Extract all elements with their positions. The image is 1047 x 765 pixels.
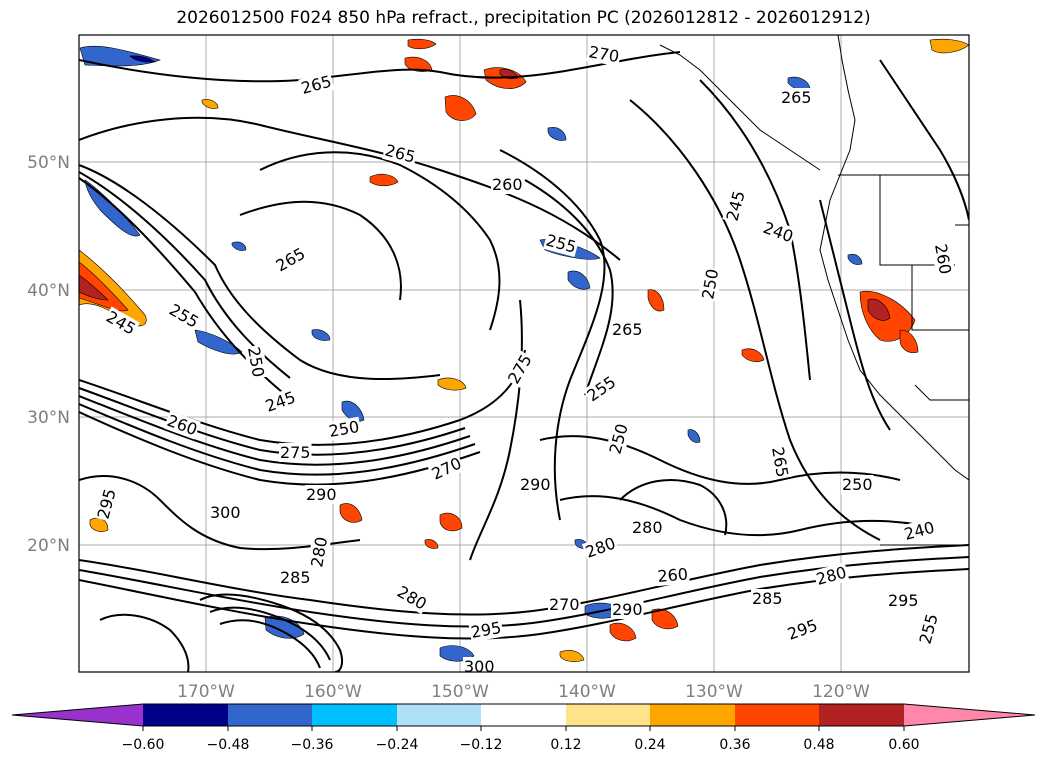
lon-label: 160°W [304, 682, 362, 702]
colorbar-tick-label: −0.24 [376, 737, 419, 753]
contour-label: 260 [657, 564, 689, 586]
lat-label: 30°N [27, 408, 70, 428]
contour-label: 290 [306, 485, 337, 504]
contour-label: 285 [280, 568, 311, 587]
colorbar-tick-label: 0.60 [888, 737, 919, 753]
contour-label: 280 [632, 518, 663, 537]
lon-labels: 170°W 160°W 150°W 140°W 130°W 120°W [177, 682, 870, 702]
contour-label: 300 [210, 503, 241, 522]
colorbar-tick-label: −0.36 [291, 737, 334, 753]
contour-label: 285 [752, 589, 783, 608]
contour-label: 265 [781, 88, 812, 107]
colorbar-tick-label: 0.48 [803, 737, 834, 753]
contour-label: 290 [612, 600, 643, 619]
colorbar-tick-label: 0.12 [550, 737, 581, 753]
colorbar-segment [819, 704, 904, 726]
contour-label: 275 [280, 443, 311, 462]
lat-labels: 50°N 40°N 30°N 20°N [27, 153, 70, 556]
lon-label: 130°W [685, 682, 743, 702]
colorbar-extend-high [904, 704, 1035, 726]
colorbar-segment [228, 704, 312, 726]
colorbar-segment [397, 704, 481, 726]
lon-label: 170°W [177, 682, 235, 702]
lat-label: 40°N [27, 281, 70, 301]
contour-label: 265 [612, 320, 643, 339]
contour-label: 290 [520, 475, 551, 494]
lon-label: 150°W [431, 682, 489, 702]
colorbar-segment [735, 704, 819, 726]
colorbar-segment [143, 704, 228, 726]
colorbar-tick-label: −0.60 [122, 737, 165, 753]
lat-label: 50°N [27, 153, 70, 173]
contour-label: 295 [888, 591, 919, 610]
colorbar-tick-label: −0.48 [207, 737, 250, 753]
contour-label: 270 [549, 595, 580, 614]
colorbar-segment [650, 704, 735, 726]
colorbar: −0.60 −0.48 −0.36 −0.24 −0.12 0.12 0.24 … [11, 703, 1036, 753]
colorbar-tick-label: 0.36 [719, 737, 750, 753]
lon-label: 120°W [812, 682, 870, 702]
lat-label: 20°N [27, 536, 70, 556]
colorbar-segment [566, 704, 650, 726]
colorbar-tick-label: −0.12 [460, 737, 503, 753]
colorbar-segment [312, 704, 397, 726]
colorbar-extend-low [12, 704, 143, 726]
contour-label: 260 [492, 175, 523, 194]
coastlines [659, 35, 969, 546]
map-title: 2026012500 F024 850 hPa refract., precip… [176, 8, 871, 28]
contour-label: 300 [464, 657, 495, 676]
plot-border [78, 34, 970, 673]
colorbar-tick-label: 0.24 [634, 737, 665, 753]
lon-label: 140°W [558, 682, 616, 702]
contour-label: 250 [842, 475, 873, 494]
colorbar-segment [481, 704, 566, 726]
